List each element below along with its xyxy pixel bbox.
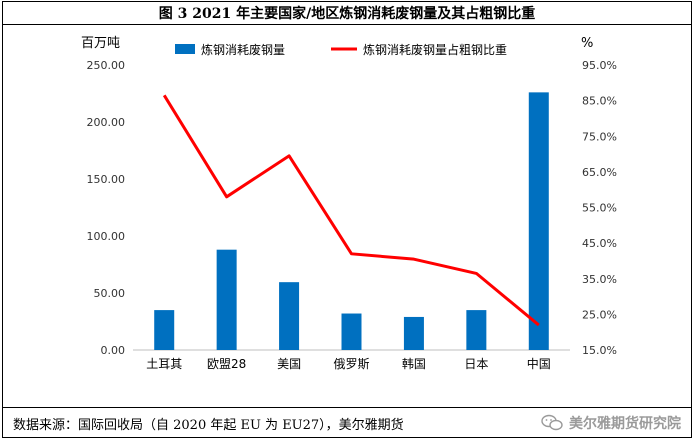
bars bbox=[154, 92, 549, 351]
bar bbox=[403, 316, 424, 350]
right-tick-label: 15.0% bbox=[582, 344, 617, 357]
left-tick-label: 50.00 bbox=[94, 287, 126, 300]
right-axis-ticks: 15.0% 25.0% 35.0% 45.0% 55.0% 65.0% 75.0% 85.0%… bbox=[582, 59, 617, 357]
category-label: 欧盟28 bbox=[207, 357, 246, 371]
right-tick-label: 65.0% bbox=[582, 166, 617, 179]
left-tick-label: 200.00 bbox=[87, 116, 126, 129]
left-tick-label: 250.00 bbox=[87, 59, 126, 72]
left-axis-ticks: 0.00 50.00 100.00 150.00 200.00 250.00 bbox=[87, 59, 126, 357]
right-tick-label: 75.0% bbox=[582, 130, 617, 143]
source-text: 数据来源：国际回收局（自 2020 年起 EU 为 EU27），美尔雅期货 bbox=[13, 418, 404, 433]
right-axis-unit: % bbox=[581, 36, 593, 51]
category-label: 美国 bbox=[277, 357, 301, 371]
left-tick-label: 100.00 bbox=[87, 230, 126, 243]
bar bbox=[154, 310, 175, 350]
watermark: 美尔雅期货研究院 bbox=[541, 413, 681, 433]
bar bbox=[341, 313, 362, 350]
category-label: 日本 bbox=[464, 357, 488, 371]
right-tick-label: 25.0% bbox=[582, 308, 617, 321]
figure-title: 图 3 2021 年主要国家/地区炼钢消耗废钢量及其占粗钢比重 bbox=[3, 2, 691, 25]
right-tick-label: 45.0% bbox=[582, 237, 617, 250]
legend-bar-swatch bbox=[175, 44, 195, 54]
legend-bar-label: 炼钢消耗废钢量 bbox=[201, 42, 285, 57]
ratio-line bbox=[162, 94, 540, 327]
right-tick-label: 95.0% bbox=[582, 59, 617, 72]
right-tick-label: 35.0% bbox=[582, 273, 617, 286]
left-tick-label: 150.00 bbox=[87, 173, 126, 186]
category-label: 土耳其 bbox=[146, 357, 182, 371]
watermark-text: 美尔雅期货研究院 bbox=[569, 416, 681, 432]
bar bbox=[216, 249, 237, 350]
bar bbox=[528, 92, 549, 351]
left-tick-label: 0.00 bbox=[101, 344, 126, 357]
category-labels: 土耳其 欧盟28 美国 俄罗斯 韩国 日本 中国 bbox=[146, 356, 551, 371]
legend-line-label: 炼钢消耗废钢量占粗钢比重 bbox=[363, 42, 507, 57]
category-label: 中国 bbox=[527, 356, 551, 371]
source-bar: 数据来源：国际回收局（自 2020 年起 EU 为 EU27），美尔雅期货 美尔… bbox=[3, 407, 691, 437]
category-label: 俄罗斯 bbox=[333, 357, 369, 371]
bar bbox=[279, 282, 300, 350]
left-axis-unit: 百万吨 bbox=[81, 36, 120, 51]
right-tick-label: 85.0% bbox=[582, 95, 617, 108]
wechat-icon bbox=[541, 414, 563, 431]
bar bbox=[466, 310, 487, 350]
right-tick-label: 55.0% bbox=[582, 202, 617, 215]
chart: 0.00 50.00 100.00 150.00 200.00 250.00 15.0% 2… bbox=[81, 36, 617, 371]
legend: 炼钢消耗废钢量 炼钢消耗废钢量占粗钢比重 bbox=[175, 42, 507, 57]
category-label: 韩国 bbox=[402, 356, 426, 371]
